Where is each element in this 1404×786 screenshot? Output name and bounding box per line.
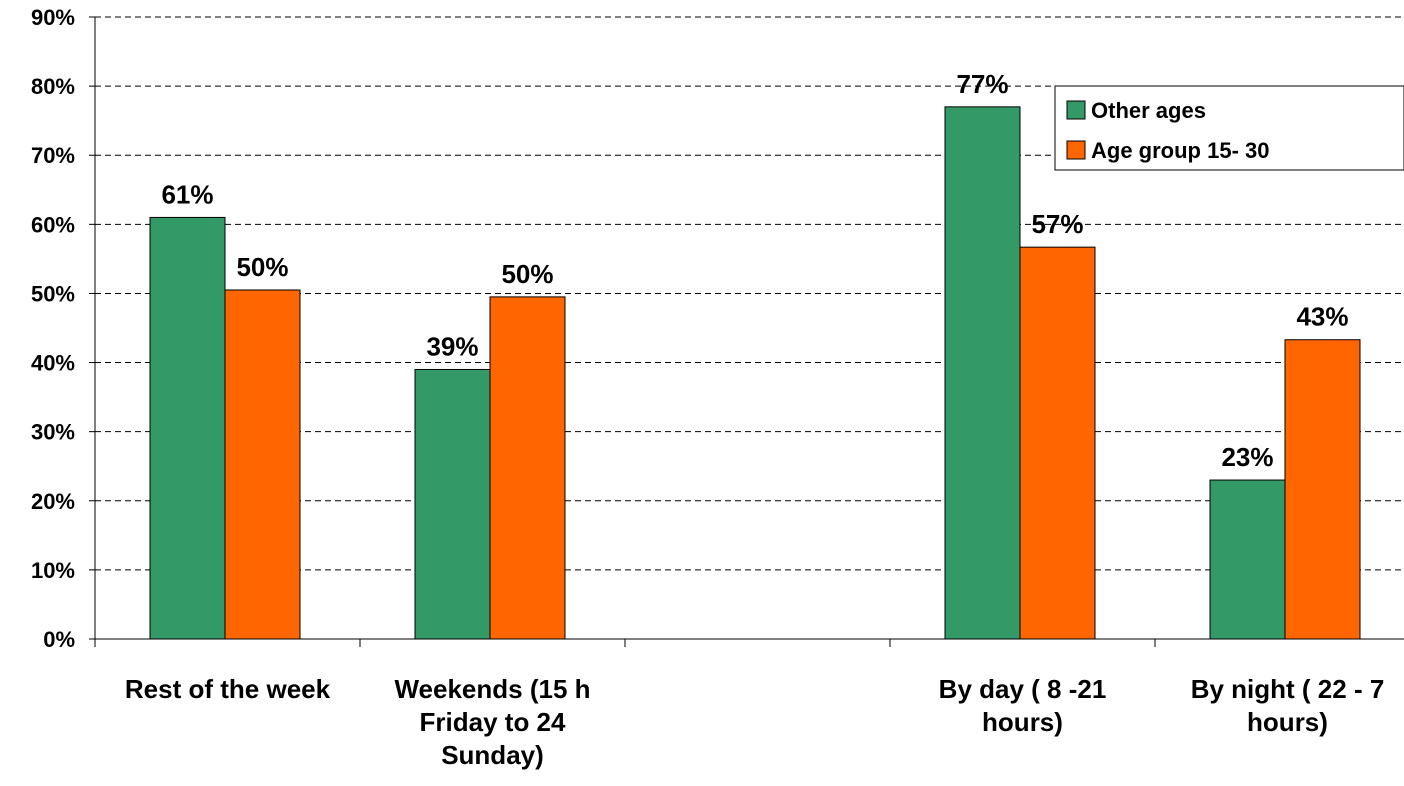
y-tick-label: 60% xyxy=(31,212,75,237)
bar-other-ages xyxy=(1209,479,1286,640)
data-labels: 61% 39% 77% 23% 50% 50% 57% 43% xyxy=(161,69,1348,472)
y-tick-label: 20% xyxy=(31,489,75,514)
bar-age-group-15-30 xyxy=(1284,339,1361,640)
category-label: By day ( 8 -21 xyxy=(939,674,1107,704)
category-label: hours) xyxy=(982,707,1063,737)
y-tick-label: 30% xyxy=(31,420,75,445)
category-label: Rest of the week xyxy=(125,674,331,704)
legend: Other ages Age group 15- 30 xyxy=(1054,85,1404,171)
bar-age-group-15-30 xyxy=(489,296,566,640)
data-label: 43% xyxy=(1296,302,1348,332)
category-label: Friday to 24 xyxy=(420,707,566,737)
data-label: 61% xyxy=(161,179,213,209)
data-label: 50% xyxy=(236,252,288,282)
data-label: 77% xyxy=(956,69,1008,99)
bar-other-ages xyxy=(944,106,1021,640)
y-tick-label: 0% xyxy=(43,627,75,652)
data-label: 23% xyxy=(1221,442,1273,472)
data-label: 50% xyxy=(501,259,553,289)
bar-age-group-15-30 xyxy=(1019,246,1096,640)
bar-other-ages xyxy=(414,368,491,640)
y-tick-label: 40% xyxy=(31,351,75,376)
category-label: Sunday) xyxy=(441,740,544,770)
y-tick-label: 10% xyxy=(31,558,75,583)
y-tick-label: 90% xyxy=(31,5,75,30)
legend-label: Other ages xyxy=(1091,98,1206,123)
y-tick-label: 80% xyxy=(31,74,75,99)
bar-age-group-15-30 xyxy=(224,289,301,640)
bar-other-ages xyxy=(149,216,226,640)
bars xyxy=(149,106,1361,640)
data-label: 57% xyxy=(1031,209,1083,239)
y-tick-label: 50% xyxy=(31,281,75,306)
y-tick-label: 70% xyxy=(31,143,75,168)
category-label: hours) xyxy=(1247,707,1328,737)
legend-swatch xyxy=(1066,100,1086,120)
legend-box xyxy=(1054,85,1404,171)
axes: 0% 10% 20% 30% 40% 50% 60% 70% 80% 90% Rest of the… xyxy=(31,5,1404,770)
legend-label: Age group 15- 30 xyxy=(1091,138,1269,163)
category-label: By night ( 22 - 7 xyxy=(1191,674,1385,704)
category-label: Weekends (15 h xyxy=(394,674,590,704)
data-label: 39% xyxy=(426,331,478,361)
legend-swatch xyxy=(1066,140,1086,160)
